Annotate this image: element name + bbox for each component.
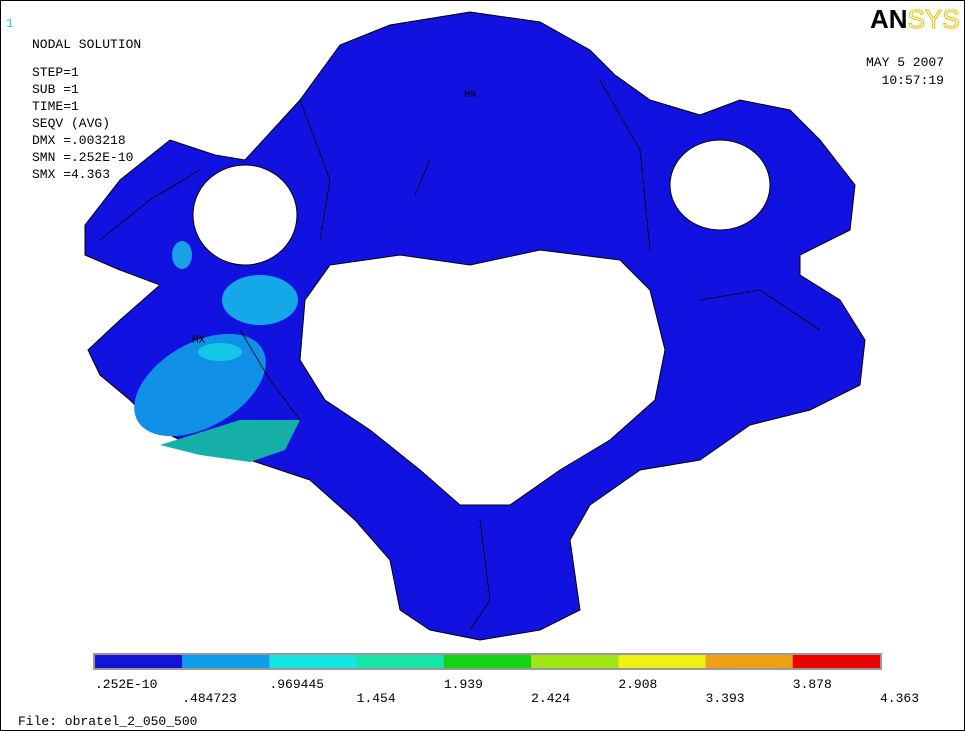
min-marker: MN bbox=[464, 90, 476, 101]
legend-label: 4.363 bbox=[880, 691, 919, 706]
legend-label: .969445 bbox=[269, 677, 324, 692]
mesh-lines bbox=[99, 79, 821, 631]
legend-swatch bbox=[269, 655, 357, 668]
legend-label: 3.878 bbox=[793, 677, 832, 692]
info-line: SMN =.252E-10 bbox=[32, 150, 133, 165]
legend-swatch bbox=[531, 655, 619, 668]
stress-patch bbox=[134, 333, 266, 437]
time: 10:57:19 bbox=[882, 73, 944, 88]
legend-label: 1.939 bbox=[444, 677, 483, 692]
vertebra bbox=[84, 11, 866, 641]
legend-label: 1.454 bbox=[357, 691, 396, 706]
max-marker: MX bbox=[192, 335, 206, 347]
logo: ANSYS bbox=[870, 4, 960, 34]
legend-swatch bbox=[705, 655, 793, 668]
legend-swatch bbox=[182, 655, 270, 668]
stress-patch bbox=[172, 241, 192, 269]
legend-swatch bbox=[443, 655, 532, 668]
info-line: SUB =1 bbox=[32, 82, 79, 97]
legend-label: .252E-10 bbox=[95, 677, 157, 692]
info-line: TIME=1 bbox=[32, 99, 79, 114]
vertebra-model: MN MX bbox=[84, 11, 866, 641]
info-block: STEP=1 SUB =1 TIME=1 SEQV (AVG) DMX =.003218… bbox=[32, 65, 133, 182]
legend-swatch bbox=[792, 655, 880, 668]
legend-label: 2.424 bbox=[531, 691, 570, 706]
legend-label: 2.908 bbox=[618, 677, 657, 692]
info-line: SEQV (AVG) bbox=[32, 116, 110, 131]
stress-patch bbox=[160, 420, 300, 462]
window-number: 1 bbox=[6, 16, 14, 31]
legend-swatch bbox=[95, 655, 183, 668]
legend-label: 3.393 bbox=[706, 691, 745, 706]
stress-patch bbox=[198, 343, 242, 361]
logo-bold: AN bbox=[870, 4, 908, 34]
logo-outline: SYS bbox=[908, 4, 960, 34]
date: MAY 5 2007 bbox=[866, 55, 944, 70]
info-line: STEP=1 bbox=[32, 65, 79, 80]
legend-label: .484723 bbox=[182, 691, 237, 706]
stress-patch bbox=[222, 275, 298, 325]
info-line: DMX =.003218 bbox=[32, 133, 126, 148]
info-title: NODAL SOLUTION bbox=[32, 37, 141, 52]
legend-swatch bbox=[618, 655, 706, 668]
legend-swatch bbox=[356, 655, 444, 668]
legend: .252E-10 .484723 .969445 1.454 1.939 2.424 2.9… bbox=[93, 653, 919, 706]
file-name: File: obratel_2_050_500 bbox=[18, 714, 197, 729]
info-line: SMX =4.363 bbox=[32, 167, 110, 182]
